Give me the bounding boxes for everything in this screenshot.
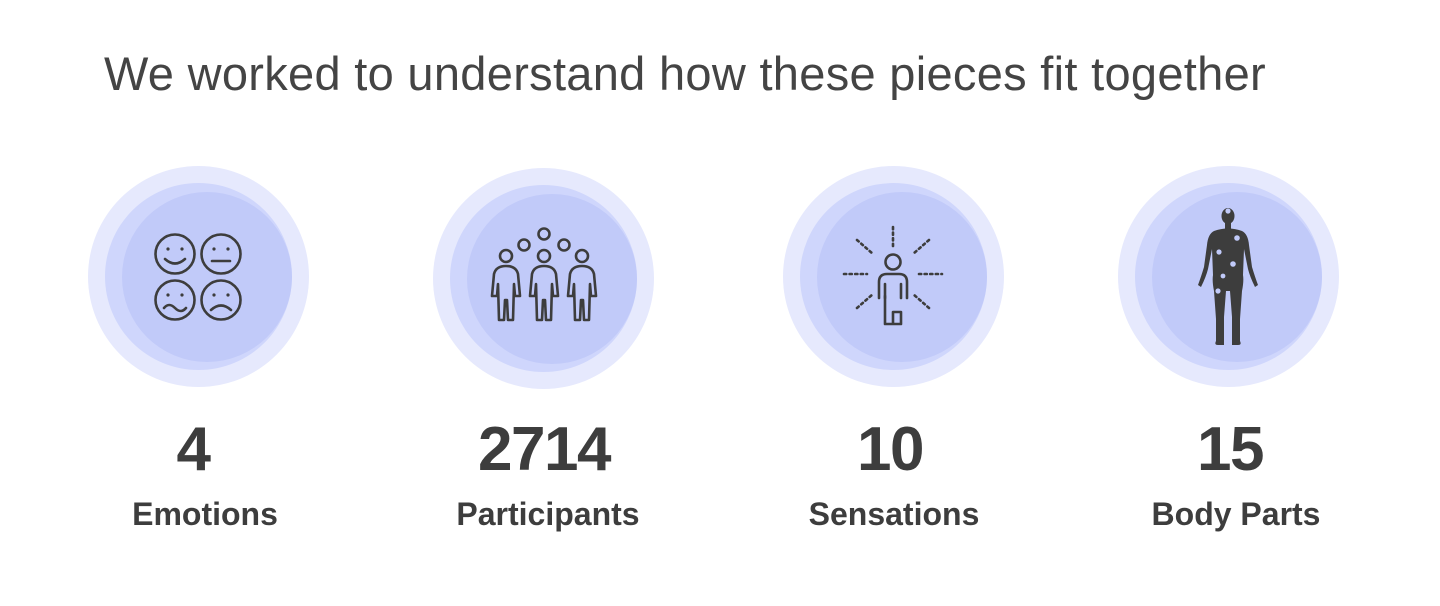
- person-radiating-icon: [842, 225, 944, 326]
- emotion-faces-icon: [154, 233, 242, 321]
- stat-value: 15: [1197, 415, 1264, 484]
- stat-emotions: 4 Emotions: [0, 0, 360, 606]
- stat-sensations: 10 Sensations: [720, 0, 1080, 606]
- stat-label: Emotions: [132, 496, 278, 532]
- icon-ring-inner: [122, 192, 292, 362]
- icon-ring-inner: [817, 192, 987, 362]
- stat-value: 4: [176, 415, 211, 484]
- human-body-icon: [1198, 208, 1258, 345]
- stat-label: Body Parts: [1151, 496, 1321, 532]
- stat-label: Sensations: [808, 496, 980, 532]
- stat-participants: 2714 Participants: [360, 0, 720, 606]
- stat-label: Participants: [456, 496, 640, 532]
- participants-group-icon: [490, 227, 598, 322]
- page-headline: We worked to understand how these pieces…: [104, 47, 1266, 100]
- stat-value: 2714: [478, 415, 611, 484]
- icon-ring-inner: [467, 194, 637, 364]
- stat-body-parts: 15 Body Parts: [1080, 0, 1440, 606]
- stat-value: 10: [857, 415, 924, 484]
